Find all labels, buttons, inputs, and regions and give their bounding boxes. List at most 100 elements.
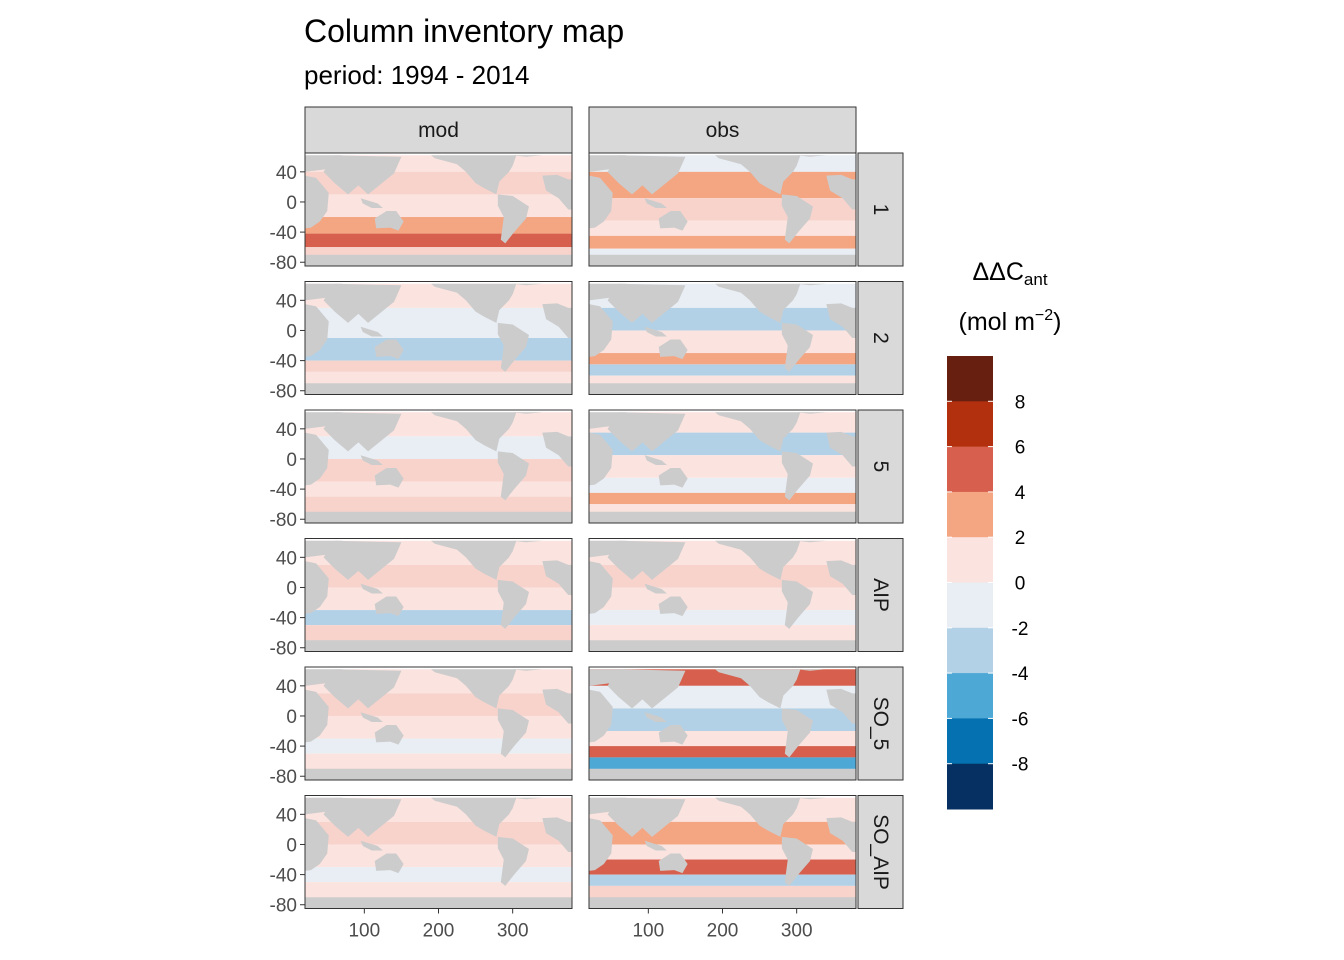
legend-key (947, 401, 993, 448)
land-mask (644, 326, 667, 337)
x-tick-label: 300 (497, 921, 529, 942)
chart-subtitle: period: 1994 - 2014 (304, 60, 530, 90)
x-tick-label: 100 (632, 921, 664, 942)
land-mask (512, 669, 543, 671)
value-band (305, 715, 572, 739)
y-tick-label: 40 (276, 805, 297, 826)
land-mask (305, 432, 329, 486)
y-tick-label: -80 (270, 253, 297, 274)
facet-strip-label: mod (418, 119, 459, 142)
legend-break-label: 0 (1015, 574, 1026, 595)
land-mask (644, 198, 667, 208)
land-mask (589, 768, 856, 780)
land-mask (360, 198, 383, 208)
land-mask (826, 688, 856, 724)
land-mask (781, 194, 813, 244)
y-tick-label: 0 (286, 450, 297, 471)
value-band (305, 610, 572, 626)
legend-title: ΔΔCant (972, 258, 1047, 289)
y-tick-label: 40 (276, 163, 297, 184)
land-mask (644, 712, 667, 722)
land-mask (658, 468, 688, 488)
land-mask (374, 853, 404, 874)
facet-strip-row-5: 5 (857, 409, 904, 524)
land-mask (431, 669, 517, 709)
land-mask (497, 708, 529, 758)
land-mask (658, 339, 688, 360)
land-mask (305, 304, 329, 357)
land-mask (826, 431, 856, 467)
land-mask (781, 579, 813, 629)
land-mask (715, 283, 801, 323)
y-tick-label: -40 (270, 609, 297, 630)
value-band (305, 458, 572, 482)
land-mask (431, 412, 517, 452)
value-band (305, 738, 572, 754)
legend-key (947, 673, 993, 719)
value-band (305, 496, 572, 514)
value-band (589, 375, 856, 385)
legend-colorbar: 8 6 4 2 0 -2 -4 -6 -8 (947, 356, 1029, 810)
land-mask (826, 560, 856, 595)
facet-strip-row-label: SO_AIP (869, 814, 892, 890)
land-mask (658, 853, 688, 874)
legend-break-label: -6 (1012, 709, 1029, 730)
y-tick-label: -80 (270, 767, 297, 788)
land-mask (589, 640, 856, 652)
value-band (589, 610, 856, 626)
y-tick-label: 0 (286, 193, 297, 214)
land-mask (431, 797, 517, 837)
land-mask (796, 797, 827, 800)
land-mask (323, 155, 402, 195)
value-band (589, 874, 856, 886)
legend-key (947, 491, 993, 538)
land-mask (589, 561, 613, 614)
land-mask (323, 669, 402, 709)
y-tick-label: -80 (270, 382, 297, 403)
land-mask (542, 688, 572, 724)
facet-strip-row-label: 1 (869, 204, 892, 216)
land-mask (497, 451, 529, 501)
land-mask (781, 836, 813, 886)
value-band (589, 364, 856, 376)
y-tick-label: 40 (276, 677, 297, 698)
value-band (305, 338, 572, 361)
land-mask (360, 712, 383, 722)
value-band (589, 248, 856, 257)
land-mask (305, 511, 572, 523)
value-band (589, 220, 856, 236)
y-tick-label: -80 (270, 639, 297, 660)
land-mask (305, 383, 572, 395)
land-mask (512, 155, 543, 157)
chart-title: Column inventory map (304, 13, 624, 49)
land-mask (542, 817, 572, 852)
land-mask (305, 818, 329, 871)
land-mask (305, 254, 572, 266)
value-band (589, 757, 856, 771)
land-mask (607, 669, 686, 709)
land-mask (305, 561, 329, 614)
land-mask (305, 175, 329, 229)
land-mask (360, 583, 383, 594)
land-mask (607, 283, 686, 323)
land-mask (589, 304, 613, 357)
value-band (305, 360, 572, 372)
land-mask (781, 708, 813, 758)
land-mask (431, 283, 517, 323)
land-mask (658, 211, 688, 231)
y-tick-label: -40 (270, 223, 297, 244)
value-band (305, 882, 572, 899)
map-panel-mod-AIP: 40 0 -40 -80 (270, 538, 573, 660)
facet-strip-mod: mod (304, 106, 573, 154)
land-mask (305, 897, 572, 909)
color-legend: ΔΔCant (mol m−2) 8 6 4 2 0 -2 -4 -6 -8 (947, 258, 1061, 810)
land-mask (497, 194, 529, 244)
land-mask (658, 725, 688, 745)
map-panel-mod-2: 40 0 -40 -80 (270, 281, 573, 403)
land-mask (305, 640, 572, 652)
legend-break-label: -8 (1012, 755, 1029, 776)
map-panel-mod-SO_AIP: 40 0 -40 -80 100 200 300 (270, 795, 573, 942)
value-band (589, 504, 856, 514)
x-tick-label: 300 (781, 921, 813, 942)
land-mask (796, 669, 827, 671)
